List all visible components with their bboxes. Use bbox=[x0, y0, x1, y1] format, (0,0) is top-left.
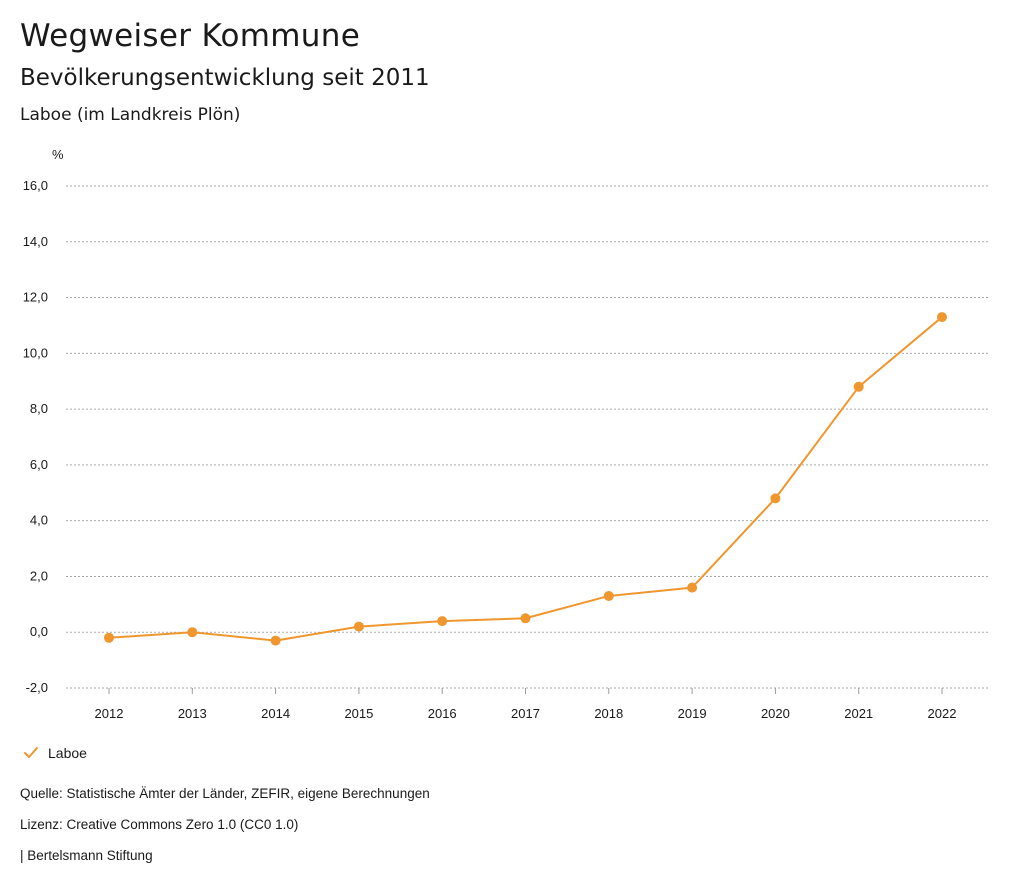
y-tick-label: 0,0 bbox=[30, 624, 48, 639]
license-note: Lizenz: Creative Commons Zero 1.0 (CC0 1… bbox=[20, 817, 299, 832]
publisher-note: | Bertelsmann Stiftung bbox=[20, 848, 153, 863]
y-tick-label: 12,0 bbox=[23, 290, 48, 305]
data-point bbox=[520, 613, 531, 624]
data-point bbox=[603, 590, 614, 601]
x-tick-label: 2018 bbox=[594, 706, 623, 721]
y-tick-label: 8,0 bbox=[30, 401, 48, 416]
x-tick-label: 2021 bbox=[844, 706, 873, 721]
line-chart: % -2,0 0,0 2,0 4,0 6,0 8,0 10,0 12,0 14,0 16,0 2012… bbox=[23, 147, 990, 721]
page-title: Wegweiser Kommune bbox=[20, 18, 361, 54]
x-tick-label: 2020 bbox=[761, 706, 790, 721]
y-tick-label: 10,0 bbox=[23, 345, 48, 360]
series-line-laboe bbox=[108, 316, 943, 642]
data-point bbox=[104, 632, 114, 643]
data-point bbox=[187, 627, 198, 638]
y-tick-label: 6,0 bbox=[30, 457, 48, 472]
x-tick-label: 2014 bbox=[261, 706, 290, 721]
data-point bbox=[937, 312, 947, 323]
x-tick-label: 2017 bbox=[511, 706, 540, 721]
x-tick-label: 2013 bbox=[178, 706, 207, 721]
check-icon bbox=[24, 747, 38, 758]
y-tick-label: 4,0 bbox=[30, 513, 48, 528]
x-tick-label: 2012 bbox=[95, 706, 124, 721]
y-tick-label: 2,0 bbox=[30, 568, 48, 583]
legend-label: Laboe bbox=[48, 745, 87, 761]
data-point bbox=[770, 493, 781, 504]
data-point bbox=[270, 635, 281, 646]
data-point bbox=[853, 381, 864, 392]
x-tick-label: 2019 bbox=[678, 706, 707, 721]
x-tick-label: 2022 bbox=[928, 706, 957, 721]
y-tick-label: 14,0 bbox=[23, 234, 48, 249]
x-tick-label: 2016 bbox=[428, 706, 457, 721]
region-label: Laboe (im Landkreis Plön) bbox=[20, 105, 241, 125]
y-axis-unit-label: % bbox=[52, 147, 64, 162]
y-tick-label: -2,0 bbox=[26, 680, 48, 695]
source-note: Quelle: Statistische Ämter der Länder, Z… bbox=[20, 786, 430, 801]
legend-item-laboe[interactable]: Laboe bbox=[22, 744, 87, 762]
chart-subtitle: Bevölkerungsentwicklung seit 2011 bbox=[20, 65, 430, 91]
data-point bbox=[437, 616, 448, 627]
y-tick-label: 16,0 bbox=[23, 178, 48, 193]
data-point bbox=[353, 621, 364, 632]
data-point bbox=[687, 582, 698, 593]
x-tick-label: 2015 bbox=[344, 706, 373, 721]
